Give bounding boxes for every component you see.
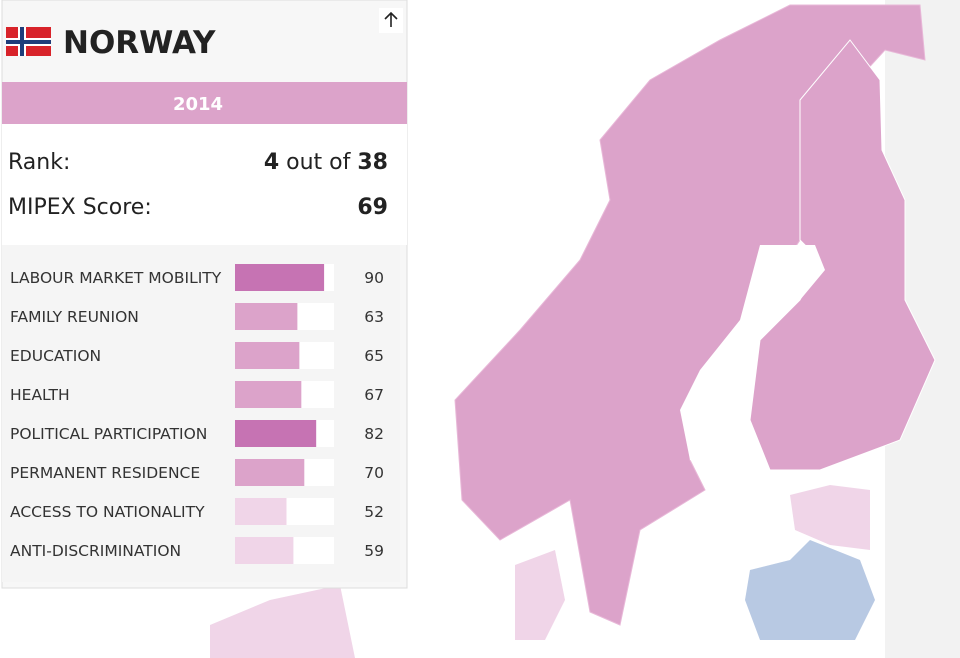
rank-value: 4 out of 38 — [264, 150, 388, 175]
indicator-bg — [2, 245, 400, 582]
indicator-name: ACCESS TO NATIONALITY — [10, 503, 205, 521]
bar — [235, 303, 298, 330]
indicator-name: LABOUR MARKET MOBILITY — [10, 269, 222, 287]
estonia — [790, 485, 870, 550]
summary-bg — [2, 124, 407, 245]
collapse-button[interactable] — [379, 8, 403, 33]
indicator-value: 82 — [364, 425, 384, 443]
denmark — [515, 550, 565, 640]
rank: 4 — [264, 150, 279, 175]
year: 2014 — [173, 94, 223, 115]
indicator-name: EDUCATION — [10, 347, 101, 365]
rank-label: Rank: — [8, 150, 70, 175]
bar — [235, 537, 294, 564]
indicator-name: POLITICAL PARTICIPATION — [10, 425, 207, 443]
indicator-value: 67 — [364, 386, 384, 404]
indicator-value: 70 — [364, 464, 384, 482]
indicator-value: 90 — [364, 269, 384, 287]
uk — [210, 585, 355, 658]
rank-connector: out of — [286, 150, 351, 175]
bar — [235, 264, 325, 291]
indicator-name: PERMANENT RESIDENCE — [10, 464, 200, 482]
indicator-name: HEALTH — [10, 386, 70, 404]
rank-total: 38 — [357, 150, 388, 175]
indicator-name: FAMILY REUNION — [10, 308, 139, 326]
indicator-value: 65 — [364, 347, 384, 365]
indicator-value: 59 — [364, 542, 384, 560]
bar — [235, 498, 287, 525]
gulf-of-bothnia — [680, 245, 825, 470]
flag — [6, 27, 51, 56]
score-label: MIPEX Score: — [8, 195, 152, 220]
score: 69 — [357, 195, 388, 220]
bar — [235, 342, 300, 369]
bar — [235, 381, 302, 408]
indicator-name: ANTI-DISCRIMINATION — [10, 542, 181, 560]
latvia — [745, 540, 875, 640]
info-panel: NORWAY 2014 Rank: 4 out of 38 MIPEX Scor… — [1, 0, 408, 589]
country-title: NORWAY — [63, 25, 216, 61]
indicator-value: 52 — [364, 503, 384, 521]
bar — [235, 459, 305, 486]
bar — [235, 420, 317, 447]
indicator-value: 63 — [364, 308, 384, 326]
year-bar — [2, 82, 407, 124]
